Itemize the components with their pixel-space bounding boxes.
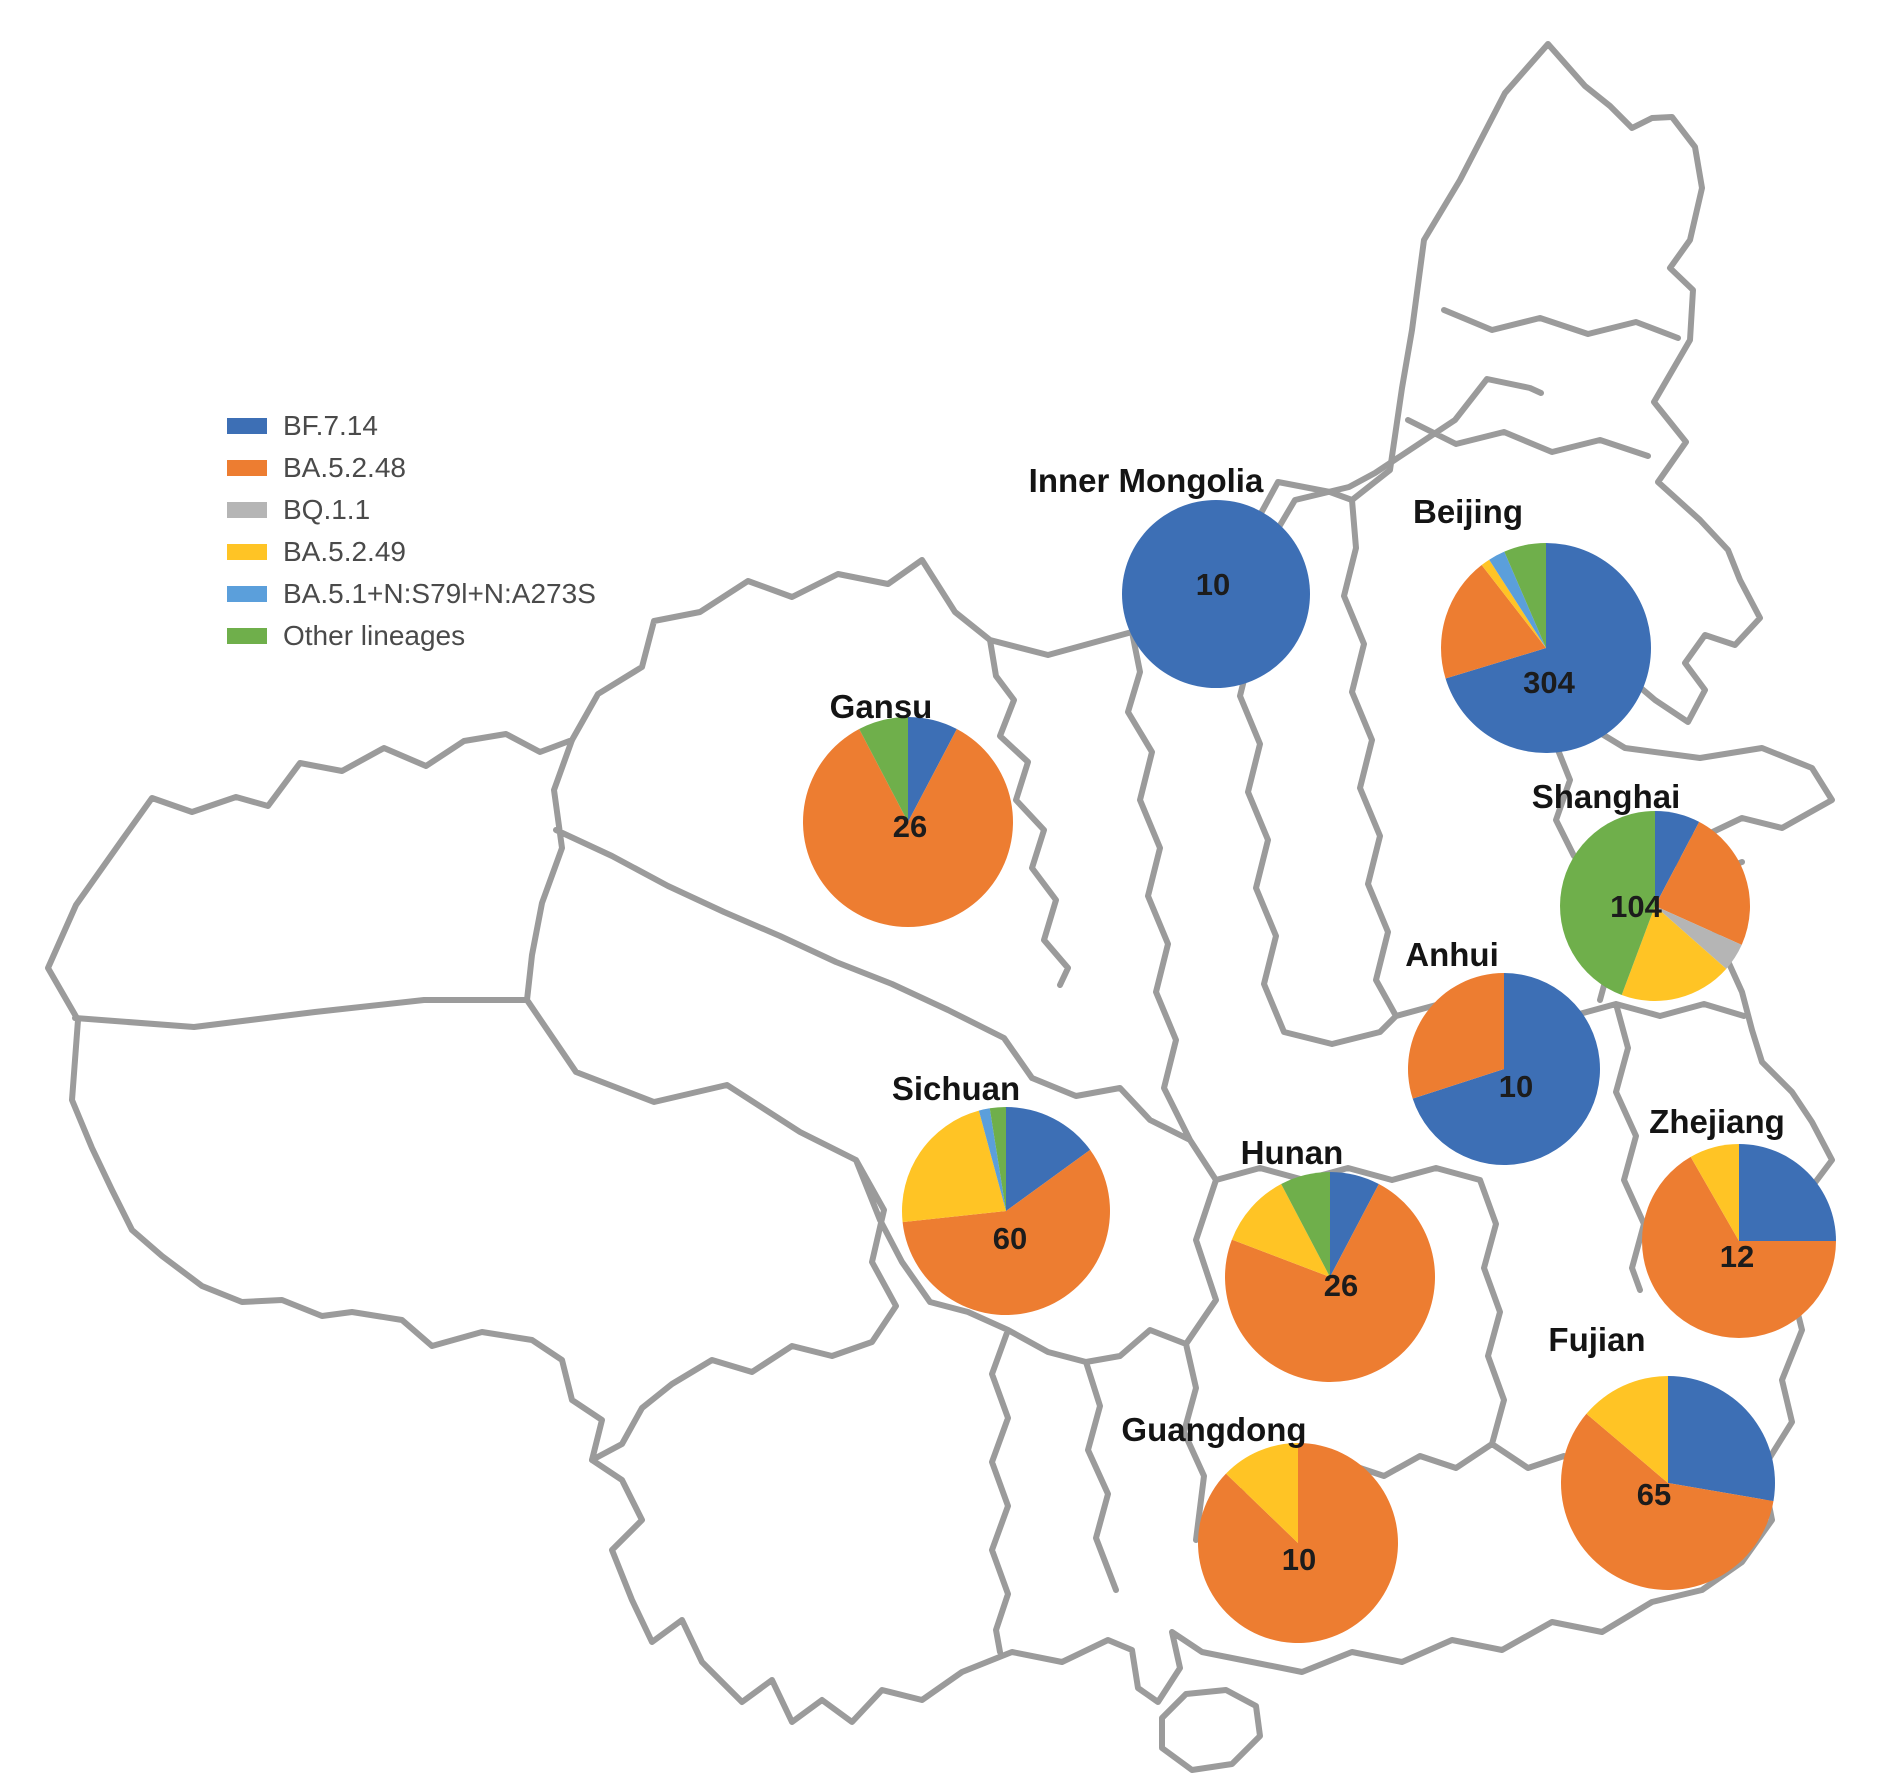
pie-slice-bf-7-14: [1122, 500, 1310, 688]
pie-slice-bf-7-14: [1445, 543, 1652, 753]
pie-guangdong: [1197, 1443, 1398, 1643]
legend-swatch-ba5249: [227, 544, 267, 560]
pie-slice-ba-5-2-49: [1481, 559, 1546, 648]
province-label-hunan: Hunan: [1240, 1134, 1344, 1171]
pie-total-hunan: 26: [1323, 1268, 1359, 1303]
legend-row: BA.5.2.49: [227, 531, 596, 573]
lineage-legend: BF.7.14 BA.5.2.48 BQ.1.1 BA.5.2.49 BA.5.…: [227, 405, 596, 657]
pie-slice-ba-5-1-n-s79l-n-a273s: [978, 1108, 1006, 1211]
legend-row: BF.7.14: [227, 405, 596, 447]
pie-slice-ba-5-2-48: [1560, 1413, 1774, 1591]
pie-slice-ba-5-2-49: [1225, 1443, 1298, 1543]
province-label-sichuan: Sichuan: [891, 1070, 1021, 1107]
pie-inner-mongolia: [1122, 500, 1310, 688]
pie-slice-ba-5-2-48: [1655, 821, 1751, 945]
pie-total-gansu: 26: [892, 809, 928, 844]
pie-slice-ba-5-2-48: [1197, 1443, 1398, 1643]
legend-swatch-ba51: [227, 586, 267, 602]
pie-gansu: [803, 717, 1013, 927]
pie-slice-bf-7-14: [1330, 1172, 1379, 1277]
pie-total-inner-mongolia: 10: [1195, 567, 1231, 602]
pie-slice-bf-7-14: [1739, 1144, 1836, 1241]
pie-slice-ba-5-2-48: [1441, 565, 1546, 679]
pie-total-beijing: 304: [1523, 665, 1575, 700]
legend-swatch-ba5248: [227, 460, 267, 476]
pie-slice-ba-5-2-48: [1225, 1184, 1436, 1383]
legend-row: Other lineages: [227, 615, 596, 657]
pie-slice-ba-5-1-n-s79l-n-a273s: [1489, 551, 1546, 648]
hainan-island: [1159, 1687, 1263, 1773]
pie-total-shanghai: 104: [1610, 889, 1662, 924]
pie-sichuan: [901, 1107, 1110, 1315]
pie-slice-other-lineages: [989, 1107, 1006, 1211]
pie-anhui: [1408, 973, 1600, 1165]
pie-hunan: [1225, 1172, 1436, 1383]
pie-slice-other-lineages: [859, 717, 908, 822]
pie-slice-ba-5-2-49: [1586, 1376, 1668, 1483]
legend-label: Other lineages: [283, 620, 466, 651]
pie-total-sichuan: 60: [992, 1221, 1028, 1256]
province-label-guangdong: Guangdong: [1121, 1411, 1307, 1448]
pie-slice-bf-7-14: [1668, 1376, 1775, 1502]
province-label-fujian: Fujian: [1548, 1321, 1646, 1358]
legend-swatch-other: [227, 628, 267, 644]
pie-slice-ba-5-2-49: [901, 1110, 1006, 1223]
legend-swatch-bq11: [227, 502, 267, 518]
pie-slice-other-lineages: [1281, 1172, 1330, 1277]
legend-label: BA.5.2.49: [283, 536, 406, 567]
pie-slice-ba-5-2-49: [1231, 1184, 1330, 1277]
pie-total-zhejiang: 12: [1719, 1239, 1755, 1274]
pie-slice-bf-7-14: [1006, 1107, 1091, 1211]
pie-total-fujian: 65: [1636, 1477, 1672, 1512]
province-label-shanghai: Shanghai: [1531, 778, 1681, 815]
pie-slice-bq-1-1: [1655, 906, 1742, 969]
pie-fujian: [1560, 1376, 1775, 1591]
pie-slice-ba-5-2-48: [902, 1149, 1110, 1315]
pie-slice-other-lineages: [1504, 543, 1546, 648]
pie-slice-bf-7-14: [908, 717, 957, 822]
pie-shanghai: [1560, 811, 1751, 1001]
legend-row: BA.5.2.48: [227, 447, 596, 489]
legend-label: BA.5.2.48: [283, 452, 406, 483]
pie-slice-bf-7-14: [1412, 973, 1600, 1165]
legend-label: BQ.1.1: [283, 494, 371, 525]
pie-slice-ba-5-2-49: [1690, 1144, 1739, 1241]
province-label-anhui: Anhui: [1405, 936, 1499, 973]
pie-slice-bf-7-14: [1655, 811, 1700, 906]
legend-label: BF.7.14: [283, 410, 378, 441]
pie-zhejiang: [1642, 1144, 1836, 1338]
province-label-inner-mongolia: Inner Mongolia: [1028, 462, 1264, 499]
legend-row: BQ.1.1: [227, 489, 596, 531]
province-label-zhejiang: Zhejiang: [1649, 1103, 1785, 1140]
pie-slice-ba-5-2-48: [803, 729, 1013, 927]
legend-swatch-bf714: [227, 418, 267, 434]
pie-beijing: [1441, 543, 1652, 753]
legend-row: BA.5.1+N:S79l+N:A273S: [227, 573, 596, 615]
pie-slice-ba-5-2-49: [1621, 906, 1727, 1001]
pie-total-anhui: 10: [1498, 1069, 1534, 1104]
pie-slice-other-lineages: [1560, 811, 1655, 995]
pie-total-guangdong: 10: [1281, 1542, 1317, 1577]
province-label-gansu: Gansu: [829, 688, 933, 725]
pie-slice-ba-5-2-48: [1408, 973, 1504, 1099]
pie-slice-ba-5-2-48: [1642, 1156, 1836, 1338]
province-label-beijing: Beijing: [1412, 493, 1524, 530]
legend-label: BA.5.1+N:S79l+N:A273S: [283, 578, 596, 609]
